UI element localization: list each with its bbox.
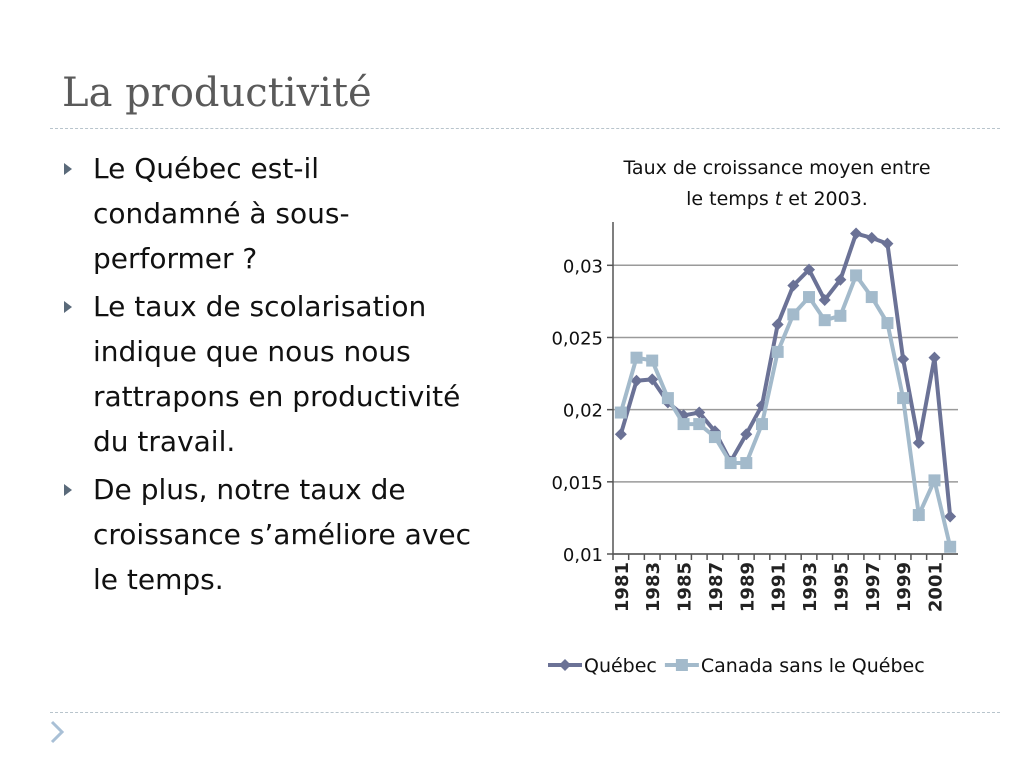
point bbox=[881, 317, 894, 330]
point bbox=[818, 314, 831, 327]
point bbox=[818, 293, 831, 306]
point bbox=[661, 392, 674, 405]
point bbox=[630, 374, 643, 387]
x-tick-label: 2001 bbox=[925, 562, 946, 612]
point bbox=[724, 457, 737, 470]
x-tick-label: 1997 bbox=[863, 562, 884, 612]
x-tick-label: 1995 bbox=[831, 562, 852, 612]
x-tick-label: 1987 bbox=[706, 562, 727, 612]
point bbox=[850, 227, 863, 240]
point bbox=[803, 263, 816, 276]
point bbox=[677, 418, 690, 431]
point bbox=[646, 354, 659, 367]
point bbox=[897, 353, 910, 366]
chart-title-part: le temps bbox=[686, 188, 775, 210]
point bbox=[646, 373, 659, 386]
y-tick-label: 0,01 bbox=[563, 545, 603, 566]
point bbox=[693, 418, 706, 431]
point bbox=[850, 269, 863, 282]
point bbox=[771, 345, 784, 358]
bullet-text: De plus, notre taux de bbox=[93, 473, 406, 506]
bullet-text: performer ? bbox=[93, 242, 258, 275]
point bbox=[675, 659, 688, 671]
point bbox=[944, 540, 957, 553]
bullet-text: croissance s’améliore avec bbox=[93, 518, 472, 551]
chart-title: le temps t et 2003. bbox=[686, 188, 868, 210]
x-tick-label: 1999 bbox=[894, 562, 915, 612]
legend-label: Canada sans le Québec bbox=[701, 655, 925, 677]
bullet-text: le temps. bbox=[93, 563, 224, 596]
point bbox=[614, 428, 627, 441]
slide-title: La productivité bbox=[62, 70, 372, 116]
point bbox=[771, 318, 784, 331]
point bbox=[865, 231, 878, 244]
x-tick-label: 1991 bbox=[769, 562, 790, 612]
bullet: Le taux de scolarisation indique que nous… bbox=[62, 284, 471, 464]
bullet-icon bbox=[64, 301, 72, 313]
bullet-text: Le taux de scolarisation bbox=[93, 290, 427, 323]
chart-title-part: t bbox=[775, 188, 784, 210]
bullet-icon bbox=[64, 163, 72, 175]
point bbox=[708, 431, 721, 444]
x-tick-label: 1985 bbox=[675, 562, 696, 612]
point bbox=[740, 428, 753, 441]
point bbox=[881, 237, 894, 250]
x-tick-label: 1981 bbox=[612, 562, 633, 612]
point bbox=[787, 308, 800, 321]
bullet-text: rattrapons en productivité bbox=[93, 380, 461, 413]
point bbox=[944, 510, 957, 523]
bullet-list: Le Québec est-il condamné à sous-performe… bbox=[62, 146, 471, 605]
chart-title-part: et 2003. bbox=[782, 188, 868, 210]
point bbox=[559, 659, 571, 671]
series-line bbox=[618, 271, 953, 548]
bullet-text: du travail. bbox=[93, 425, 236, 458]
divider bbox=[50, 128, 1000, 129]
point bbox=[912, 509, 925, 522]
point bbox=[928, 351, 941, 364]
point bbox=[803, 291, 816, 304]
bullet-text: indique que nous nous bbox=[93, 335, 411, 368]
point bbox=[865, 291, 878, 304]
x-tick-label: 1983 bbox=[643, 562, 664, 612]
point bbox=[834, 273, 847, 286]
x-tick-label: 1993 bbox=[800, 562, 821, 612]
y-tick-label: 0,015 bbox=[551, 473, 603, 494]
point bbox=[912, 436, 925, 449]
bullet-icon bbox=[64, 484, 72, 496]
bullet-text: condamné à sous- bbox=[93, 197, 350, 230]
point bbox=[787, 279, 800, 292]
y-tick-label: 0,025 bbox=[551, 328, 603, 349]
legend-label: Québec bbox=[584, 655, 657, 677]
divider bbox=[50, 712, 1000, 713]
point bbox=[834, 309, 847, 322]
point bbox=[928, 474, 941, 487]
series-line bbox=[618, 231, 953, 517]
nav-arrow bbox=[50, 720, 65, 744]
x-tick-label: 1989 bbox=[737, 562, 758, 612]
point bbox=[755, 418, 768, 431]
point bbox=[897, 392, 910, 405]
bullet: Le Québec est-il condamné à sous-performe… bbox=[62, 146, 471, 281]
chart-title-line: Taux de croissance moyen entre bbox=[622, 157, 930, 179]
point bbox=[740, 457, 753, 470]
bullet-text: Le Québec est-il bbox=[93, 152, 319, 185]
y-tick-label: 0,03 bbox=[563, 256, 603, 277]
chart-title: Taux de croissance moyen entre bbox=[622, 157, 930, 179]
y-tick-label: 0,02 bbox=[563, 401, 603, 422]
point bbox=[630, 351, 643, 364]
point bbox=[614, 406, 627, 419]
point bbox=[693, 406, 706, 419]
bullet: De plus, notre taux de croissance s’améli… bbox=[62, 467, 471, 602]
